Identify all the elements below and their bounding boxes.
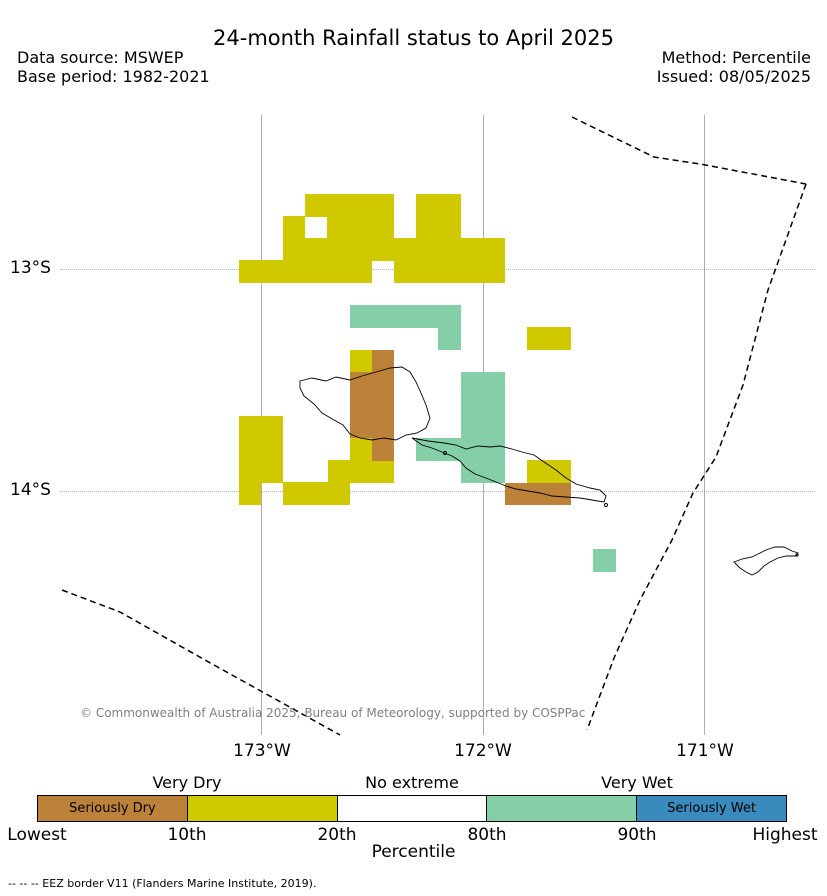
colorbar-no-extreme [337,796,488,821]
upolu-island [411,437,607,503]
longitude-label-173w: 173°W [233,741,291,761]
method-text: Method: Percentile [661,48,811,67]
metadata-right: Method: Percentile Issued: 08/05/2025 [657,48,811,86]
map-title: 24-month Rainfall status to April 2025 [213,26,614,50]
island-outlines [299,366,799,576]
base-period-text: Base period: 1982-2021 [17,67,210,86]
colorbar-very-wet [487,796,638,821]
longitude-label-171w: 171°W [676,741,734,761]
tutuila-island [733,546,799,576]
copyright-notice: © Commonwealth of Australia 2025, Bureau… [80,706,586,720]
very-dry-cells [239,194,571,505]
colorbar-tick-lowest: Lowest [7,825,67,845]
issued-text: Issued: 08/05/2025 [656,67,811,86]
data-source-text: Data source: MSWEP [17,48,184,67]
eez-border-footnote: -- -- -- EEZ border V11 (Flanders Marine… [8,877,317,890]
legend-category-no-extreme: No extreme [365,773,459,792]
colorbar-tick-90th: 90th [617,825,657,845]
colorbar-tick-10th: 10th [167,825,207,845]
latitude-label-13s: 13°S [10,258,51,278]
colorbar-seriously-wet: Seriously Wet [637,796,786,821]
eez-border-southwest [61,589,341,736]
rainfall-map [60,115,815,736]
legend-category-very-wet: Very Wet [601,773,673,792]
longitude-label-172w: 172°W [454,741,512,761]
colorbar-tick-highest: Highest [752,825,818,845]
colorbar-very-dry [187,796,338,821]
colorbar-tick-80th: 80th [467,825,507,845]
eez-borders [61,116,807,736]
eez-border-east [586,183,807,731]
eez-border-northeast [571,116,807,185]
latitude-label-14s: 14°S [10,480,51,500]
colorbar-title: Percentile [371,842,456,862]
percentile-colorbar: Seriously Dry Seriously Wet [37,795,787,822]
very-wet-cells [350,305,616,572]
savaii-island [299,366,431,441]
metadata-left: Data source: MSWEP Base period: 1982-202… [17,48,210,86]
colorbar-seriously-dry: Seriously Dry [38,796,188,821]
colorbar-tick-20th: 20th [317,825,357,845]
legend-category-very-dry: Very Dry [152,773,222,792]
seriously-dry-cells [350,350,571,505]
